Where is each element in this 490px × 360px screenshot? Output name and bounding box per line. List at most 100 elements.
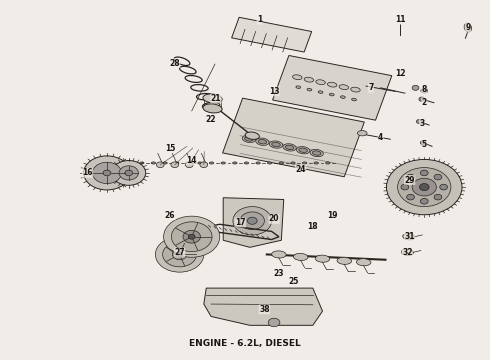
Text: 17: 17 (235, 218, 245, 227)
Circle shape (401, 184, 409, 190)
Text: 5: 5 (422, 140, 427, 149)
Polygon shape (272, 55, 392, 120)
Ellipse shape (302, 162, 307, 164)
Text: 2: 2 (421, 98, 427, 107)
Ellipse shape (245, 137, 253, 141)
Ellipse shape (341, 96, 345, 98)
Ellipse shape (315, 255, 330, 262)
Text: 26: 26 (165, 211, 175, 220)
Ellipse shape (174, 162, 179, 164)
Ellipse shape (285, 145, 294, 150)
Circle shape (240, 212, 265, 230)
Circle shape (125, 170, 133, 176)
Circle shape (84, 156, 130, 190)
Circle shape (172, 249, 187, 260)
Ellipse shape (352, 98, 356, 101)
Ellipse shape (272, 142, 280, 147)
Ellipse shape (299, 148, 307, 152)
Polygon shape (223, 198, 284, 247)
Ellipse shape (296, 147, 310, 154)
Ellipse shape (357, 131, 367, 136)
Circle shape (419, 97, 425, 101)
Circle shape (200, 162, 208, 168)
Ellipse shape (318, 91, 323, 93)
Text: 16: 16 (82, 168, 93, 177)
Text: 22: 22 (206, 115, 217, 124)
Ellipse shape (256, 162, 260, 164)
Circle shape (412, 85, 419, 90)
Text: 21: 21 (211, 94, 221, 103)
Ellipse shape (464, 23, 471, 32)
Text: 4: 4 (378, 133, 383, 142)
Ellipse shape (403, 234, 415, 240)
Ellipse shape (293, 75, 302, 80)
Ellipse shape (307, 88, 312, 91)
Ellipse shape (163, 162, 167, 164)
Circle shape (421, 88, 428, 93)
Circle shape (183, 230, 200, 243)
Ellipse shape (294, 253, 308, 261)
Text: 1: 1 (257, 15, 262, 24)
Circle shape (163, 242, 196, 267)
Circle shape (387, 159, 462, 215)
Circle shape (156, 162, 164, 168)
Text: 32: 32 (402, 248, 413, 257)
Text: 19: 19 (327, 211, 338, 220)
Ellipse shape (326, 162, 330, 164)
Ellipse shape (310, 149, 323, 157)
Circle shape (407, 174, 415, 180)
Circle shape (434, 174, 442, 180)
Text: 9: 9 (465, 23, 470, 32)
Circle shape (233, 207, 271, 235)
Text: 29: 29 (404, 176, 415, 185)
Text: 3: 3 (419, 119, 424, 128)
Ellipse shape (221, 162, 225, 164)
Text: 25: 25 (288, 276, 298, 285)
Text: 14: 14 (187, 156, 197, 165)
Text: 12: 12 (395, 69, 405, 78)
Ellipse shape (270, 141, 283, 148)
Ellipse shape (304, 77, 314, 82)
Ellipse shape (401, 249, 413, 256)
Text: 38: 38 (259, 305, 270, 314)
Circle shape (177, 252, 182, 257)
Circle shape (155, 237, 204, 272)
Ellipse shape (117, 162, 121, 164)
Text: 18: 18 (308, 221, 318, 230)
Text: 8: 8 (421, 85, 427, 94)
Circle shape (420, 198, 428, 204)
Text: 20: 20 (269, 215, 279, 224)
Ellipse shape (283, 144, 296, 151)
Circle shape (412, 178, 437, 196)
Ellipse shape (291, 162, 295, 164)
Circle shape (171, 162, 179, 168)
Ellipse shape (356, 259, 371, 266)
Ellipse shape (351, 87, 360, 92)
Ellipse shape (105, 162, 109, 164)
Circle shape (93, 162, 122, 184)
Ellipse shape (256, 138, 269, 145)
Ellipse shape (186, 162, 191, 164)
Circle shape (419, 184, 429, 191)
Ellipse shape (314, 162, 319, 164)
Ellipse shape (316, 80, 325, 85)
Text: 31: 31 (404, 232, 415, 241)
Text: 11: 11 (395, 15, 405, 24)
Circle shape (188, 234, 195, 239)
Circle shape (420, 170, 428, 176)
Circle shape (434, 194, 442, 200)
Text: 23: 23 (273, 269, 284, 278)
Circle shape (185, 162, 193, 168)
Circle shape (103, 170, 111, 176)
Ellipse shape (268, 162, 272, 164)
Text: 7: 7 (368, 84, 374, 93)
Ellipse shape (245, 132, 259, 139)
Circle shape (397, 168, 451, 207)
Circle shape (172, 222, 212, 252)
Ellipse shape (198, 162, 202, 164)
Circle shape (112, 161, 146, 185)
Ellipse shape (151, 162, 156, 164)
Ellipse shape (128, 162, 132, 164)
Ellipse shape (242, 135, 256, 143)
Circle shape (164, 216, 220, 257)
